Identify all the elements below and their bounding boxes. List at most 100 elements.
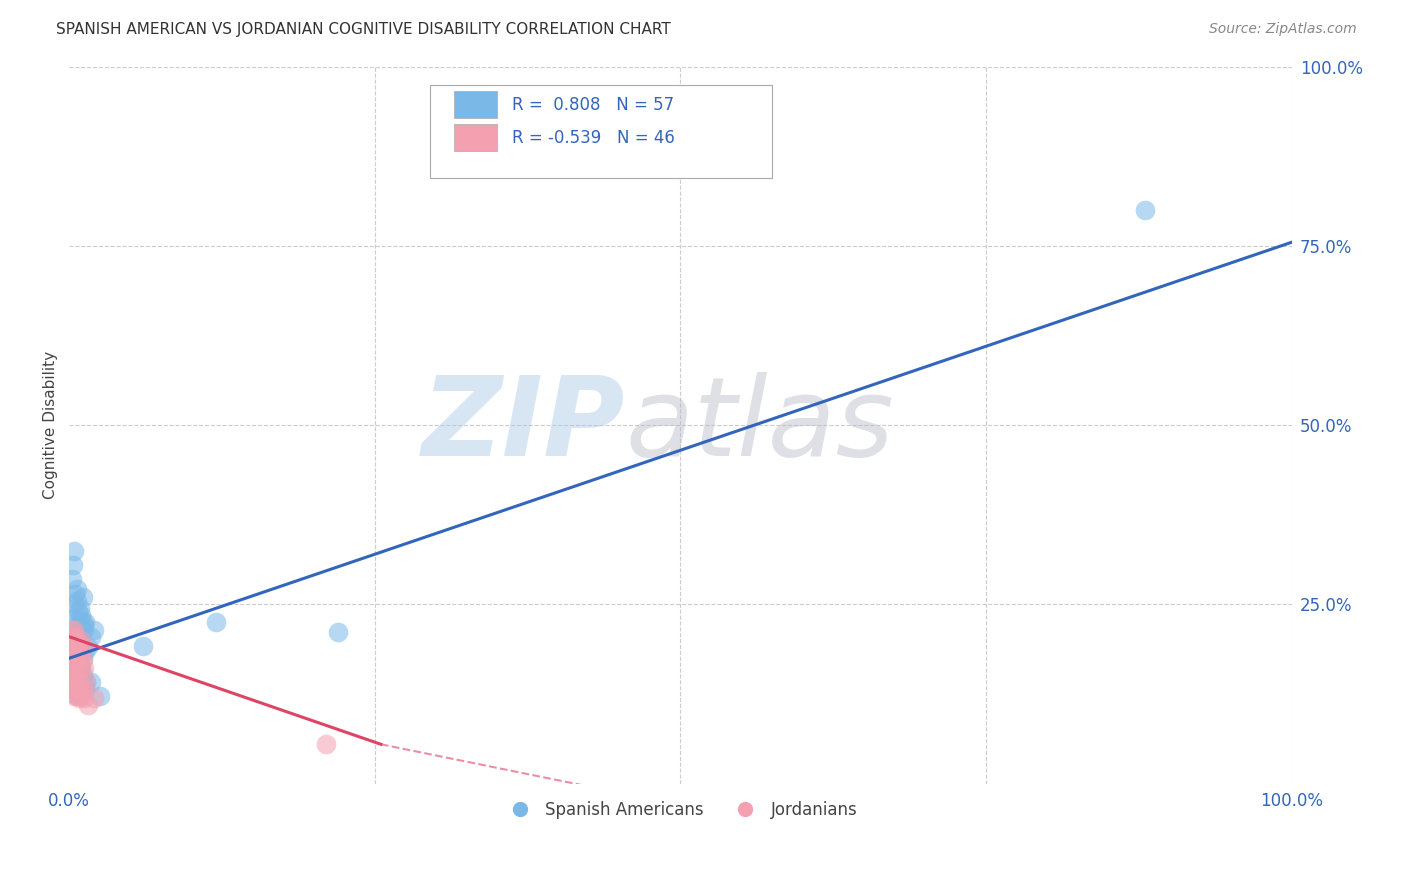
Point (62, 673, 84, 687)
Point (63, 641, 86, 656)
Point (65, 651, 87, 665)
Text: Source: ZipAtlas.com: Source: ZipAtlas.com (1209, 22, 1357, 37)
Point (63, 687, 86, 701)
Point (65, 682, 87, 697)
Point (73, 619, 96, 633)
Point (63, 665, 86, 680)
Point (65, 632, 87, 646)
Point (75, 644, 97, 658)
Point (65, 630, 87, 644)
Point (89, 690, 111, 704)
Point (73, 660, 96, 674)
Point (67, 682, 90, 697)
Point (72, 639, 94, 653)
FancyBboxPatch shape (454, 124, 498, 152)
Point (69, 660, 91, 674)
Point (63, 673, 86, 687)
Point (67, 637, 90, 651)
Point (65, 658, 87, 673)
Point (65, 582, 87, 596)
Point (65, 674, 87, 689)
Point (76, 698, 98, 712)
Point (65, 665, 87, 680)
Point (66, 605, 89, 619)
Point (72, 682, 94, 697)
Point (65, 658, 87, 673)
Point (65, 680, 87, 694)
Point (75, 674, 97, 689)
Text: SPANISH AMERICAN VS JORDANIAN COGNITIVE DISABILITY CORRELATION CHART: SPANISH AMERICAN VS JORDANIAN COGNITIVE … (56, 22, 671, 37)
Point (75, 674, 97, 689)
Point (66, 619, 89, 633)
Point (66, 637, 89, 651)
Point (65, 667, 87, 681)
Text: R = -0.539   N = 46: R = -0.539 N = 46 (512, 128, 675, 146)
Point (67, 674, 90, 689)
Point (60, 633, 83, 648)
Point (62, 637, 84, 651)
Point (315, 737, 337, 751)
Point (1133, 202, 1156, 217)
Text: ZIP: ZIP (422, 372, 626, 479)
Point (62, 651, 84, 665)
Point (62, 630, 84, 644)
Point (65, 639, 87, 653)
Point (70, 683, 93, 698)
Point (75, 615, 97, 630)
Point (70, 608, 93, 623)
Point (63, 633, 86, 648)
Point (80, 630, 103, 644)
Point (66, 683, 89, 698)
Point (67, 655, 90, 669)
Point (72, 615, 94, 630)
Point (65, 644, 87, 658)
Point (70, 633, 93, 648)
Point (66, 669, 89, 683)
Point (62, 558, 84, 572)
Point (62, 680, 84, 694)
Point (65, 673, 87, 687)
Point (67, 682, 90, 697)
Point (60, 667, 83, 681)
Point (70, 630, 93, 644)
Point (72, 667, 94, 681)
Point (63, 646, 86, 660)
Legend: Spanish Americans, Jordanians: Spanish Americans, Jordanians (496, 794, 863, 826)
Point (65, 587, 87, 601)
Point (131, 639, 153, 653)
Point (73, 690, 96, 705)
Point (73, 623, 96, 637)
Point (69, 637, 91, 651)
Point (80, 674, 103, 689)
Point (70, 690, 93, 704)
Point (65, 594, 87, 608)
Point (72, 651, 94, 665)
Point (66, 646, 89, 660)
Point (76, 640, 98, 655)
Point (72, 653, 94, 667)
Point (60, 623, 83, 637)
Point (83, 690, 105, 705)
Point (72, 591, 94, 605)
Text: atlas: atlas (626, 372, 894, 479)
Point (69, 623, 91, 637)
Point (66, 674, 89, 689)
Point (65, 626, 87, 640)
Point (205, 615, 228, 630)
FancyBboxPatch shape (454, 91, 498, 119)
Point (69, 674, 91, 689)
Point (83, 623, 105, 637)
Point (63, 543, 86, 558)
Point (66, 644, 89, 658)
Point (60, 572, 83, 586)
Point (70, 660, 93, 674)
Point (65, 658, 87, 673)
Point (67, 637, 90, 651)
Point (66, 651, 89, 665)
Point (62, 612, 84, 626)
Point (63, 598, 86, 612)
Point (62, 665, 84, 680)
Point (69, 601, 91, 615)
Point (69, 644, 91, 658)
Y-axis label: Cognitive Disability: Cognitive Disability (44, 351, 58, 500)
